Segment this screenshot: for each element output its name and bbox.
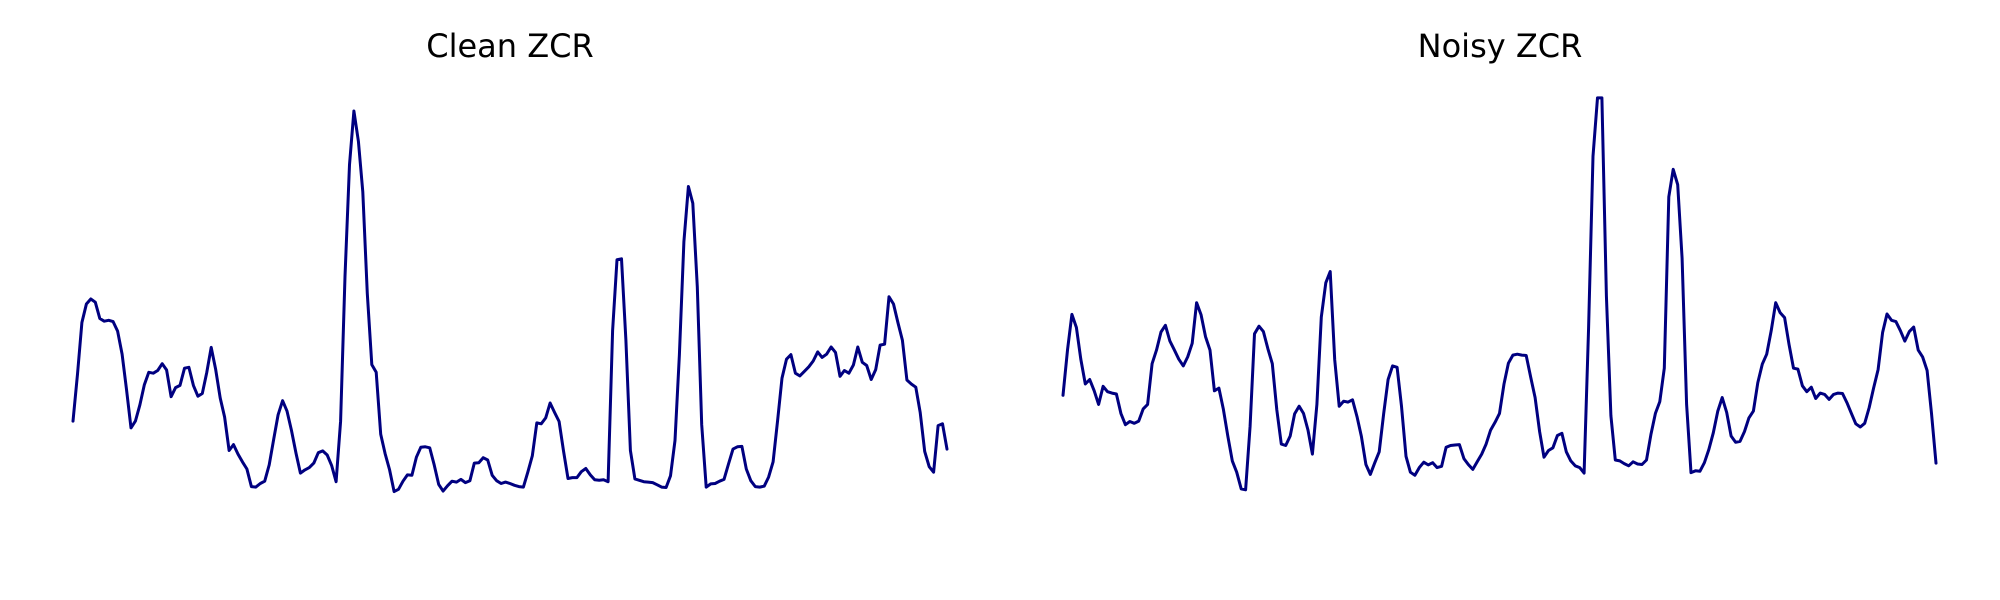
series-line-noisy-zcr xyxy=(1061,96,1938,492)
chart-title-noisy-zcr: Noisy ZCR xyxy=(1418,27,1583,65)
chart-clean-zcr: Clean ZCR xyxy=(71,27,949,494)
chart-noisy-zcr: Noisy ZCR xyxy=(1061,27,1938,492)
series-line-clean-zcr xyxy=(71,109,949,494)
chart-title-clean-zcr: Clean ZCR xyxy=(426,27,593,65)
